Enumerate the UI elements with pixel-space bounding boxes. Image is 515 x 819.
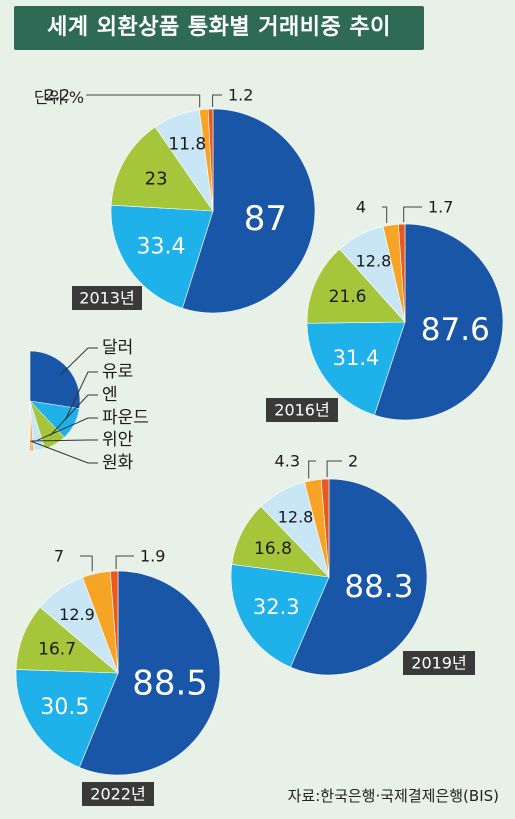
pie-slice-엔 xyxy=(110,126,214,212)
slice-label-엔: 21.6 xyxy=(329,287,367,307)
slice-label-유로: 31.4 xyxy=(333,346,380,370)
leader-line-원화 xyxy=(403,206,422,223)
slice-label-파운드: 12.8 xyxy=(356,252,392,271)
year-tag-bg xyxy=(266,398,338,422)
legend-leader-line xyxy=(64,371,98,420)
slice-label-원화: 1.9 xyxy=(140,547,165,566)
leader-line-위안 xyxy=(308,460,316,479)
slice-label-엔: 16.8 xyxy=(254,539,292,559)
slice-label-위안: 2.2 xyxy=(45,86,70,105)
pie-slice-엔 xyxy=(231,506,330,578)
legend-item-위안: 위안 xyxy=(102,430,134,450)
year-tag-bg xyxy=(72,286,142,310)
pie-slice-달러 xyxy=(181,108,316,314)
year-tag-label: 2022년 xyxy=(90,785,145,804)
slice-label-달러: 88.5 xyxy=(132,663,208,703)
slice-label-위안: 7 xyxy=(54,547,64,566)
title-banner: 세계 외환상품 통화별 거래비중 추이 xyxy=(14,6,424,50)
pie-slice-유로 xyxy=(15,669,119,768)
slice-label-파운드: 12.9 xyxy=(59,605,95,624)
pie-slice-원화 xyxy=(320,478,330,578)
slice-label-원화: 1.7 xyxy=(428,198,453,217)
legend-item-유로: 유로 xyxy=(102,362,133,382)
legend-leader-line xyxy=(31,439,98,442)
legend-item-원화: 원화 xyxy=(102,453,134,473)
legend-leader-line xyxy=(60,347,98,376)
slice-label-엔: 23 xyxy=(145,168,168,189)
leader-line-원화 xyxy=(115,555,134,570)
leader-line-위안 xyxy=(86,94,201,108)
pie-slice-달러 xyxy=(373,223,504,421)
year-tag-label: 2019년 xyxy=(411,654,466,673)
slice-label-파운드: 12.8 xyxy=(278,508,314,527)
unit-label: 단위:% xyxy=(34,88,85,107)
pie-slice-엔 xyxy=(306,248,406,324)
leader-line-위안 xyxy=(382,206,388,223)
slice-label-달러: 87 xyxy=(244,199,287,239)
year-tag-bg xyxy=(82,782,154,806)
legend-swatch-달러 xyxy=(29,350,81,409)
year-tag-label: 2016년 xyxy=(274,401,329,420)
pie-slice-달러 xyxy=(290,478,428,676)
slice-label-원화: 2 xyxy=(348,452,358,471)
pie-slice-엔 xyxy=(15,606,119,674)
pie-slice-원화 xyxy=(398,223,406,323)
slice-label-유로: 33.4 xyxy=(136,234,185,259)
pie-slice-원화 xyxy=(109,570,119,674)
slice-label-엔: 16.7 xyxy=(38,640,76,660)
leader-line-원화 xyxy=(212,94,222,107)
slice-label-달러: 87.6 xyxy=(421,312,490,348)
slice-label-원화: 1.2 xyxy=(228,86,253,105)
legend-leader-line xyxy=(49,394,98,436)
leader-line-원화 xyxy=(326,460,342,478)
source-note: 자료:한국은행·국제결제은행(BIS) xyxy=(287,787,499,805)
legend-leader-line xyxy=(30,440,98,464)
pie-slice-유로 xyxy=(306,321,406,416)
slice-label-유로: 32.3 xyxy=(253,595,300,619)
legend-item-달러: 달러 xyxy=(102,338,133,358)
slice-label-위안: 4 xyxy=(356,198,366,217)
slice-label-위안: 4.3 xyxy=(275,452,300,471)
pie-slice-달러 xyxy=(78,570,221,776)
chart-title: 세계 외환상품 통화별 거래비중 추이 xyxy=(47,15,391,40)
year-tag-label: 2013년 xyxy=(79,289,134,308)
pie-slice-유로 xyxy=(230,564,330,668)
slice-label-유로: 30.5 xyxy=(40,695,89,720)
slice-label-달러: 88.3 xyxy=(344,569,413,605)
legend-leader-line xyxy=(37,417,98,441)
slice-label-파운드: 11.8 xyxy=(168,134,206,154)
pie-slice-원화 xyxy=(207,108,214,212)
pie-slice-유로 xyxy=(110,204,214,309)
leader-line-위안 xyxy=(80,555,93,572)
legend-swatch-원화 xyxy=(29,400,32,452)
legend-item-엔: 엔 xyxy=(102,385,118,405)
legend-item-파운드: 파운드 xyxy=(102,408,149,428)
year-tag-bg xyxy=(403,651,475,675)
